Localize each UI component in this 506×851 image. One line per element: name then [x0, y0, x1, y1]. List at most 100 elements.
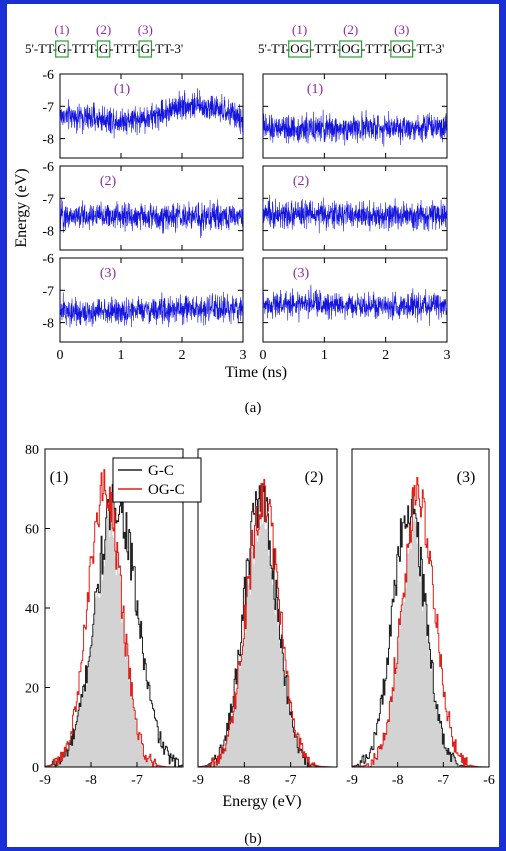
energy-trace — [59, 291, 244, 328]
subplot-frame — [262, 73, 448, 159]
subplot-site-label: (1) — [50, 469, 69, 486]
timeseries-subplot: (1) — [262, 73, 448, 159]
y-tick-label: -6 — [42, 68, 54, 83]
sequence-site-base: G — [99, 41, 108, 56]
timeseries-subplot: -8 -7 -6 (2) — [42, 160, 244, 251]
sequence-site-base: G — [57, 41, 66, 56]
subplot-site-label: (3) — [293, 266, 310, 281]
sequence-site-base: OG — [290, 41, 309, 56]
overlap-fill — [45, 504, 183, 767]
site-number-label: (3) — [394, 22, 409, 37]
subplot-frame-outline — [197, 448, 338, 768]
x-tick-label: 1 — [118, 348, 125, 363]
sequence-headers: 5'-TT- G(1)-TTT- G(2)-TTT- G(3)-TT-3' 5'-TT-… — [25, 22, 444, 58]
legend-label: OG-C — [148, 482, 185, 498]
y-tick-label: -7 — [42, 192, 54, 207]
sequence-left: 5'-TT- G(1)-TTT- G(2)-TTT- G(3)-TT-3' — [25, 22, 183, 58]
subplot-site-label: (3) — [457, 469, 476, 486]
subplot-site-label: (2) — [100, 174, 117, 189]
subplot-site-label: (2) — [305, 469, 324, 486]
site-box — [288, 40, 312, 58]
timeseries-subplot: (2) — [262, 165, 448, 251]
site-box — [55, 40, 69, 58]
subplot-frame — [59, 165, 244, 251]
y-tick-label: 0 — [32, 761, 39, 776]
timeseries-subplot: -8 -7 -6 (1) — [42, 68, 244, 159]
subplot-site-label: (1) — [114, 82, 131, 97]
site-number-label: (3) — [138, 22, 153, 37]
x-axis-label: Energy (eV) — [222, 793, 301, 810]
energy-trace — [262, 194, 448, 234]
x-tick-label: -7 — [437, 773, 449, 788]
site-box — [339, 40, 363, 58]
y-tick-label: -8 — [42, 225, 54, 240]
energy-trace — [262, 284, 448, 326]
histogram-subplot: -9 -8 -7 (2) — [192, 448, 338, 788]
x-tick-label: 2 — [382, 348, 389, 363]
sequence-right: 5'-TT- OG(1)-TTT- OG(2)-TTT- OG(3)-TT-3' — [258, 22, 444, 58]
x-tick-label: 3 — [444, 348, 451, 363]
x-tick-label: -9 — [39, 773, 51, 788]
y-tick-label: 40 — [25, 602, 39, 617]
y-tick-label: -7 — [42, 284, 54, 299]
histogram-panel-b: -9 -8 -7 (1) -9 -8 -7 (2) -9 -8 -7 -6 (3) 0 20 40 60 80 G-… — [25, 443, 495, 810]
x-tick-label: 0 — [57, 348, 64, 363]
sequence-fragment: -TT-3' — [412, 41, 444, 56]
y-tick-label: -7 — [42, 100, 54, 115]
subplot-frame — [262, 165, 448, 251]
panel-b-caption: (b) — [244, 831, 262, 847]
x-tick-label: 0 — [260, 348, 267, 363]
legend: G-C OG-C — [112, 457, 202, 503]
y-tick-label: 80 — [25, 443, 39, 458]
y-axis: 0 20 40 60 80 — [25, 443, 50, 776]
energy-trace — [59, 198, 244, 238]
panel-a-caption: (a) — [245, 400, 262, 416]
sequence-site-base: OG — [392, 41, 411, 56]
x-tick-label: -9 — [346, 773, 358, 788]
sequence-site-base: OG — [341, 41, 360, 56]
y-tick-label: -6 — [42, 160, 54, 175]
sequence-fragment: -TT-3' — [151, 41, 183, 56]
site-box — [138, 40, 153, 58]
legend-box — [112, 457, 202, 503]
y-tick-label: -8 — [42, 133, 54, 148]
subplot-site-label: (2) — [293, 174, 310, 189]
energy-trace — [59, 88, 244, 139]
x-tick-label: -8 — [392, 773, 404, 788]
y-tick-label: -8 — [42, 317, 54, 332]
y-tick-label: -6 — [42, 252, 54, 267]
sequence-fragment: 5'-TT- — [25, 41, 57, 56]
site-box — [96, 40, 111, 58]
timeseries-subplot: -8 -7 -6 0 1 2 3 (3) — [42, 252, 246, 363]
sequence-fragment: -TTT- — [361, 41, 392, 56]
subplot-site-label: (1) — [307, 82, 324, 97]
x-tick-label: -7 — [285, 773, 297, 788]
x-tick-label: -9 — [192, 773, 204, 788]
x-tick-label: 3 — [240, 348, 247, 363]
y-axis-label: Energy (eV) — [13, 168, 30, 247]
histogram-series-og-c — [45, 469, 183, 768]
sequence-fragment: -TTT- — [68, 41, 99, 56]
y-tick-label: 20 — [25, 682, 39, 697]
sequence-site-base: G — [141, 41, 150, 56]
overlap-fill — [198, 494, 337, 767]
x-tick-label: -8 — [238, 773, 250, 788]
subplot-site-label: (3) — [100, 266, 117, 281]
sequence-fragment: -TTT- — [109, 41, 140, 56]
time-series-panel-a: -8 -7 -6 (1) (1) -8 -7 -6 (2) (2) -8 -7 -6 0 1 2 3 (3) 0 1 2… — [13, 68, 451, 381]
y-tick-label: 60 — [25, 523, 39, 538]
histogram-subplot: -9 -8 -7 -6 (3) — [346, 448, 495, 788]
x-axis-label: Time (ns) — [225, 364, 287, 381]
timeseries-subplot: 0 1 2 3 (3) — [260, 257, 451, 363]
overlap-fill — [352, 499, 489, 767]
site-number-label: (1) — [54, 22, 69, 37]
subplot-frame-outline — [351, 448, 490, 768]
site-number-label: (2) — [343, 22, 358, 37]
legend-label: G-C — [148, 463, 174, 479]
site-box — [390, 40, 414, 58]
x-tick-label: -7 — [131, 773, 143, 788]
x-tick-label: -6 — [483, 773, 495, 788]
energy-trace — [262, 109, 448, 147]
x-tick-label: -8 — [85, 773, 97, 788]
